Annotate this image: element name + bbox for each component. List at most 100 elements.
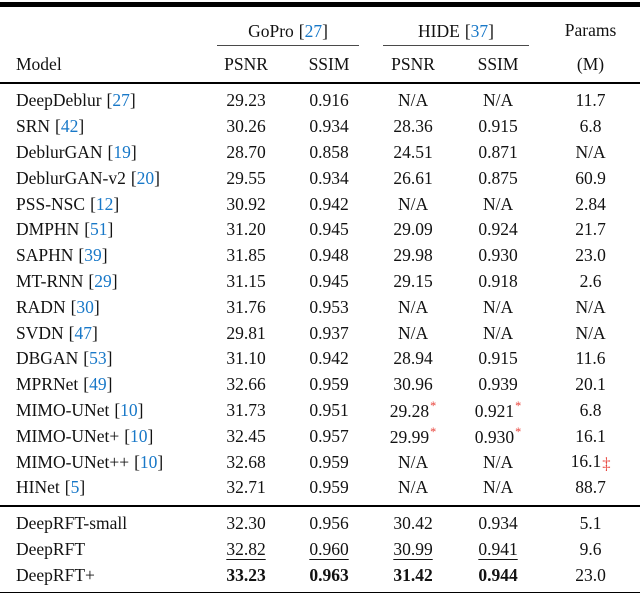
cell-value: 0.941 xyxy=(478,538,518,559)
cell-value: 0.934 xyxy=(309,116,349,137)
model-name: DBGAN [53] xyxy=(16,348,113,369)
citation-link[interactable]: 53 xyxy=(89,348,107,369)
citation-link[interactable]: 47 xyxy=(74,322,92,343)
cell-params: 5.1 xyxy=(541,504,640,537)
table-row: DeepDeblur [27] 29.23 0.916 N/A N/A 11.7 xyxy=(0,83,640,114)
citation-link[interactable]: 29 xyxy=(94,270,112,291)
table-row: HINet [5] 32.71 0.959 N/A N/A 88.7 xyxy=(0,475,640,506)
table-row: DeepRFT+ 33.23 0.963 31.42 0.944 23.0 xyxy=(0,562,640,593)
cell-value: 2.6 xyxy=(579,270,602,291)
citation-link[interactable]: 5 xyxy=(70,477,80,498)
bracket-open: [ xyxy=(298,21,305,41)
model-name: DeblurGAN [19] xyxy=(16,141,137,162)
table-row: MIMO-UNet [10] 31.73 0.951 29.28* 0.921* 6.8 xyxy=(0,398,640,424)
bracket-close: ] xyxy=(147,425,154,446)
cell-gopro-psnr: 32.45 xyxy=(205,423,287,449)
cell-hide-psnr: 26.61 xyxy=(371,165,455,191)
cell-gopro-psnr: 29.23 xyxy=(205,83,287,114)
cell-value: 0.951 xyxy=(309,399,349,420)
cell-value: 0.930 xyxy=(474,426,515,447)
citation-link[interactable]: 10 xyxy=(130,425,148,446)
cell-hide-ssim: 0.944 xyxy=(455,562,541,593)
column-label-row: Model PSNR SSIM PSNR SSIM (M) xyxy=(0,46,640,84)
cell-value: N/A xyxy=(397,296,429,317)
cell-value: 32.30 xyxy=(226,513,266,534)
cell-params: N/A xyxy=(541,140,640,166)
bracket-open: [ xyxy=(83,348,90,369)
cell-hide-ssim: 0.939 xyxy=(455,372,541,398)
cell-params: 11.6 xyxy=(541,346,640,372)
table-header: GoPro [27] HIDE [37] Params Model PSNR SSI… xyxy=(0,5,640,84)
cell-value: 0.937 xyxy=(309,322,349,343)
cell-value: 6.8 xyxy=(579,399,602,420)
model-name: MIMO-UNet++ [10] xyxy=(16,451,164,472)
footer-rows: DeepRFT-small 32.30 0.956 30.42 0.934 5.1 Deep… xyxy=(0,504,640,593)
cell-value: 0.944 xyxy=(478,564,518,585)
cell-value: 0.942 xyxy=(309,348,349,369)
cell-hide-ssim: N/A xyxy=(455,475,541,506)
cell-gopro-psnr: 29.81 xyxy=(205,320,287,346)
cell-hide-psnr: N/A xyxy=(371,83,455,114)
gopro-citation-link[interactable]: 27 xyxy=(304,21,323,41)
citation-link[interactable]: 27 xyxy=(112,90,130,111)
cell-gopro-psnr: 31.10 xyxy=(205,346,287,372)
citation-link[interactable]: 10 xyxy=(139,451,158,472)
citation-link[interactable]: 20 xyxy=(136,167,155,188)
citation-link[interactable]: 12 xyxy=(95,193,114,214)
bracket-close: ] xyxy=(107,219,114,240)
hide-ssim-column-header: SSIM xyxy=(455,46,542,84)
cell-value: 0.942 xyxy=(309,193,349,214)
cell-value: 0.924 xyxy=(478,219,518,240)
cell-value: 0.875 xyxy=(478,167,518,188)
bracket-close: ] xyxy=(130,141,137,162)
cell-params: 16.1‡ xyxy=(541,449,640,475)
citation-link[interactable]: 10 xyxy=(120,399,138,420)
cell-value: 0.959 xyxy=(309,477,349,498)
asterisk-mark: * xyxy=(430,424,437,439)
citation-link[interactable]: 39 xyxy=(84,245,102,266)
cell-gopro-ssim: 0.957 xyxy=(287,423,371,449)
cell-value: 28.36 xyxy=(393,116,433,137)
citation-link[interactable]: 49 xyxy=(89,374,107,395)
table-row: DeepRFT-small 32.30 0.956 30.42 0.934 5.1 xyxy=(0,504,640,537)
cell-hide-ssim: 0.915 xyxy=(455,346,541,372)
bracket-open: [ xyxy=(68,322,75,343)
citation-link[interactable]: 42 xyxy=(60,116,79,137)
cell-value: 0.960 xyxy=(309,538,349,559)
cell-value: 30.26 xyxy=(226,116,266,137)
group-header-row: GoPro [27] HIDE [37] Params xyxy=(0,5,640,46)
cell-hide-psnr: 28.36 xyxy=(371,114,455,140)
cell-params: 21.7 xyxy=(541,217,640,243)
cell-hide-psnr: 29.98 xyxy=(371,243,455,269)
cell-value: 31.20 xyxy=(226,219,266,240)
cell-value: N/A xyxy=(397,322,429,343)
bracket-close: ] xyxy=(91,322,98,343)
bracket-close: ] xyxy=(137,399,144,420)
cell-value: 31.15 xyxy=(226,270,266,291)
hide-citation-link[interactable]: 37 xyxy=(470,21,489,41)
cell-value: 0.963 xyxy=(309,564,349,585)
cell-value: 0.915 xyxy=(478,348,518,369)
cell-value: 0.915 xyxy=(478,116,518,137)
cell-value: 0.957 xyxy=(309,425,349,446)
cell-gopro-ssim: 0.942 xyxy=(287,191,371,217)
citation-link[interactable]: 19 xyxy=(113,141,131,162)
model-name: PSS-NSC [12] xyxy=(16,193,120,214)
hide-psnr-column-header: PSNR xyxy=(371,46,456,84)
cell-hide-ssim: 0.930 xyxy=(455,243,541,269)
cell-value: 30.99 xyxy=(393,538,433,559)
cell-hide-psnr: 31.42 xyxy=(371,562,455,593)
cell-gopro-ssim: 0.858 xyxy=(287,140,371,166)
cell-params: 20.1 xyxy=(541,372,640,398)
cell-params: 6.8 xyxy=(541,398,640,424)
citation-link[interactable]: 51 xyxy=(90,219,108,240)
citation-link[interactable]: 30 xyxy=(76,296,94,317)
cell-value: 0.945 xyxy=(309,219,349,240)
model-name: MIMO-UNet [10] xyxy=(16,399,144,420)
cell-value: 29.99 xyxy=(389,426,430,447)
cell-gopro-ssim: 0.963 xyxy=(287,562,371,593)
bracket-open: [ xyxy=(134,451,140,472)
cell-gopro-psnr: 32.82 xyxy=(205,537,287,563)
cell-value: 24.51 xyxy=(393,141,433,162)
cell-value: 29.28 xyxy=(389,400,430,421)
